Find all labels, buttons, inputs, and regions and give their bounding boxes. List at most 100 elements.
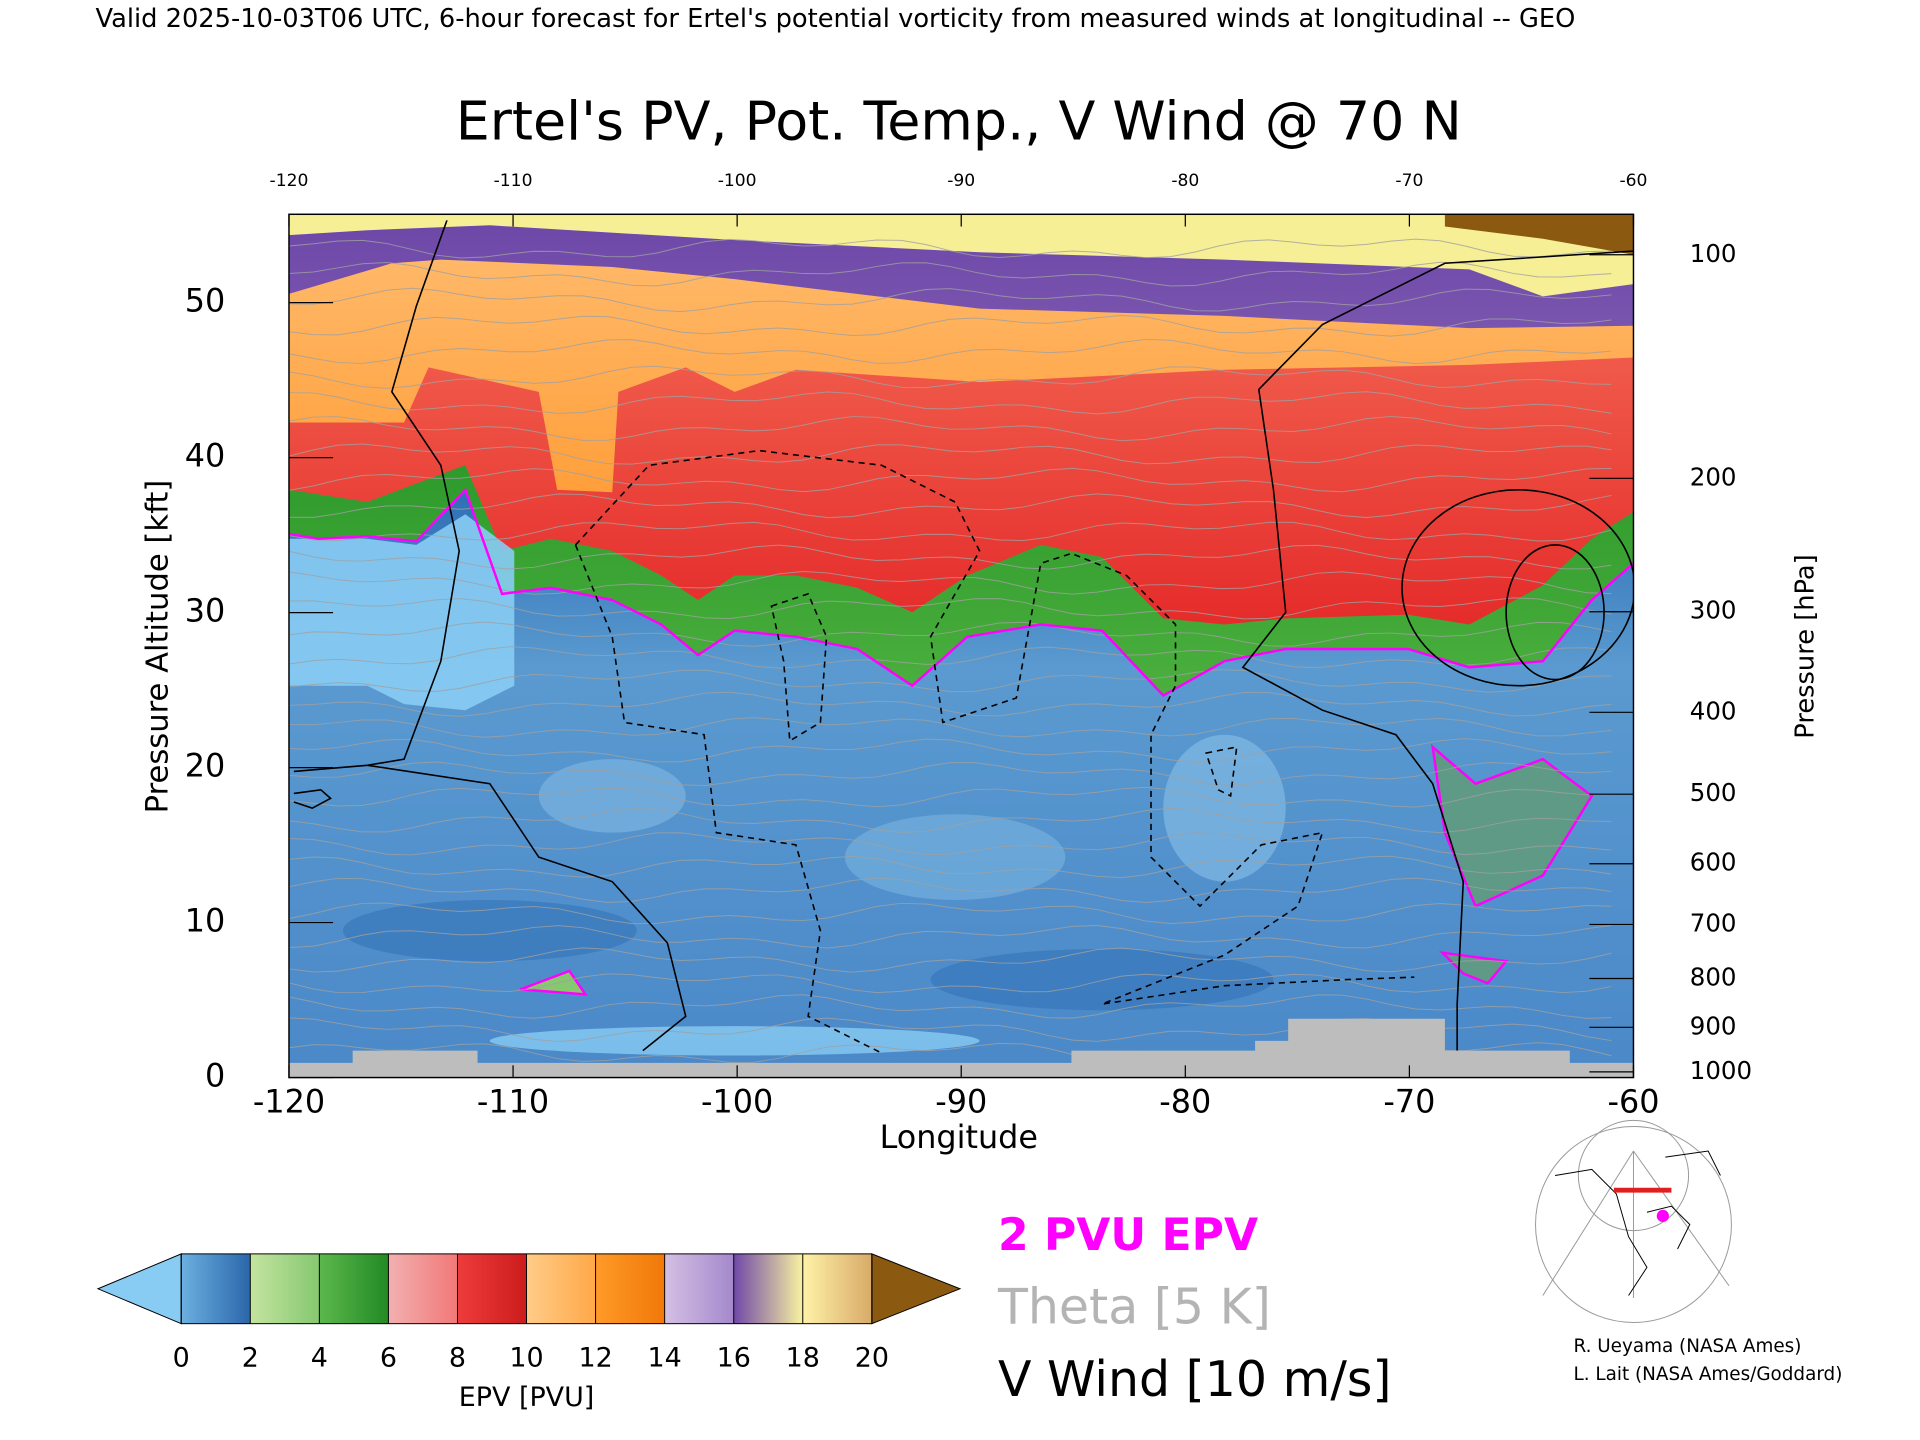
y2-axis-label: Pressure [hPa] (1791, 554, 1821, 738)
field-patch (489, 1026, 980, 1056)
colorbar-segment (457, 1253, 527, 1324)
y2-tick-label: 1000 (1690, 1056, 1752, 1085)
y2-tick-label: 200 (1690, 462, 1737, 491)
theta-contour (288, 902, 1612, 925)
theta-contour (288, 570, 1612, 595)
theta-contour (288, 877, 1612, 903)
map-dot (1656, 1209, 1669, 1223)
x-top-tick-label: -90 (947, 171, 975, 191)
theta-contour (288, 287, 1612, 313)
y-axis-label: Pressure Altitude [kft] (141, 480, 176, 814)
theta-contour (288, 621, 1612, 647)
x-tick-label: -120 (253, 1082, 325, 1120)
y2-tick-label: 100 (1690, 239, 1737, 268)
colorbar-tick-label: 6 (380, 1343, 397, 1374)
y-tick-label: 30 (185, 592, 226, 630)
locator-map (1535, 1119, 1732, 1323)
x-top-tick-label: -100 (718, 171, 757, 191)
wind-contour (1241, 250, 1634, 1051)
colorbar-tick-label: 0 (173, 1343, 190, 1374)
wind-contour (574, 449, 1415, 1005)
colorbar-over (871, 1253, 962, 1325)
theta-contour (288, 597, 1612, 620)
theta-contour (288, 338, 1612, 365)
field-green-patch (1430, 743, 1594, 908)
terrain (288, 1018, 1634, 1078)
theta-contour (288, 238, 1612, 259)
y2-tick-label: 800 (1690, 962, 1737, 991)
map-meridian (1542, 1150, 1634, 1296)
colorbar-segment (388, 1253, 458, 1324)
colorbar-under (96, 1253, 182, 1325)
colorbar-segment (595, 1253, 665, 1324)
x-tick-label: -70 (1383, 1082, 1435, 1120)
map-circle (1535, 1126, 1732, 1323)
colorbar-segment (802, 1253, 872, 1324)
colorbar-label: EPV [PVU] (459, 1382, 595, 1413)
x-tick-label: -110 (477, 1082, 549, 1120)
colorbar-segment (181, 1253, 251, 1324)
colorbar-tick-label: 20 (855, 1343, 889, 1374)
header: Valid 2025-10-03T06 UTC, 6-hour forecast… (96, 4, 1576, 34)
theta-contour (288, 365, 1612, 389)
colorbar-tick-label: 10 (509, 1343, 543, 1374)
x-tick-label: -90 (935, 1082, 987, 1120)
theta-contour (288, 315, 1612, 337)
theta-contour (288, 443, 1612, 465)
legend-entry: 2 PVU EPV (998, 1210, 1258, 1261)
colorbar-segment (664, 1253, 734, 1324)
theta-contour (288, 994, 1612, 1019)
legend: 2 PVU EPV Theta [5 K] V Wind [10 m/s] (997, 1210, 1392, 1408)
map-meridian (1633, 1150, 1730, 1286)
x-top-tick-label: -110 (494, 171, 533, 191)
credit: L. Lait (NASA Ames/Goddard) (1573, 1364, 1842, 1385)
theta-contour (288, 947, 1612, 973)
x-tick-label: -100 (701, 1082, 773, 1120)
colorbar-tick-label: 14 (648, 1343, 682, 1374)
wind-contour (293, 788, 333, 810)
theta-contour (288, 832, 1612, 856)
wind-contours (293, 220, 1634, 1054)
y-tick-label: 10 (185, 902, 226, 940)
x-tick-label: -80 (1159, 1082, 1211, 1120)
colorbar-tick-label: 18 (786, 1343, 820, 1374)
map-coast (1555, 1150, 1721, 1296)
wind-contour (1205, 745, 1238, 798)
theta-contour (288, 467, 1612, 493)
theta-contour (288, 391, 1612, 415)
x-top-tick-label: -70 (1395, 171, 1423, 191)
colorbar-tick-label: 8 (449, 1343, 466, 1374)
colorbar-segment (250, 1253, 320, 1324)
chart-title: Ertel's PV, Pot. Temp., V Wind @ 70 N (456, 90, 1462, 153)
y-tick-label: 0 (205, 1057, 225, 1095)
y2-tick-label: 700 (1690, 908, 1737, 937)
y2-tick-label: 300 (1690, 596, 1737, 625)
theta-contour (288, 521, 1612, 542)
field-patch (538, 759, 686, 833)
y-tick-label: 40 (185, 437, 226, 475)
field-over (1444, 214, 1634, 255)
legend-entry: V Wind [10 m/s] (998, 1351, 1392, 1408)
x-top-tick-label: -120 (270, 171, 309, 191)
theta-contour (288, 973, 1612, 994)
x-top-tick-label: -80 (1171, 171, 1199, 191)
colorbar: 0 2 4 6 8 10 12 14 16 18 20 (96, 1253, 962, 1374)
y2-tick-label: 900 (1690, 1011, 1737, 1040)
theta-contour (288, 855, 1612, 879)
wind-contour (574, 544, 882, 1054)
pv2-contour (288, 487, 1634, 698)
theta-contour (288, 924, 1612, 949)
y-tick-label: 50 (185, 282, 226, 320)
colorbar-frame (180, 1253, 873, 1325)
theta-contour (288, 761, 1612, 787)
theta-contours (288, 238, 1612, 1064)
colorbar-tick-label: 16 (717, 1343, 751, 1374)
colorbar-tick-label: 2 (242, 1343, 259, 1374)
field-patch (1163, 734, 1286, 882)
x-axis-label: Longitude (880, 1118, 1038, 1156)
y2-tick-label: 400 (1690, 696, 1737, 725)
y-tick-label: 20 (185, 747, 226, 785)
theta-contour (288, 786, 1612, 808)
